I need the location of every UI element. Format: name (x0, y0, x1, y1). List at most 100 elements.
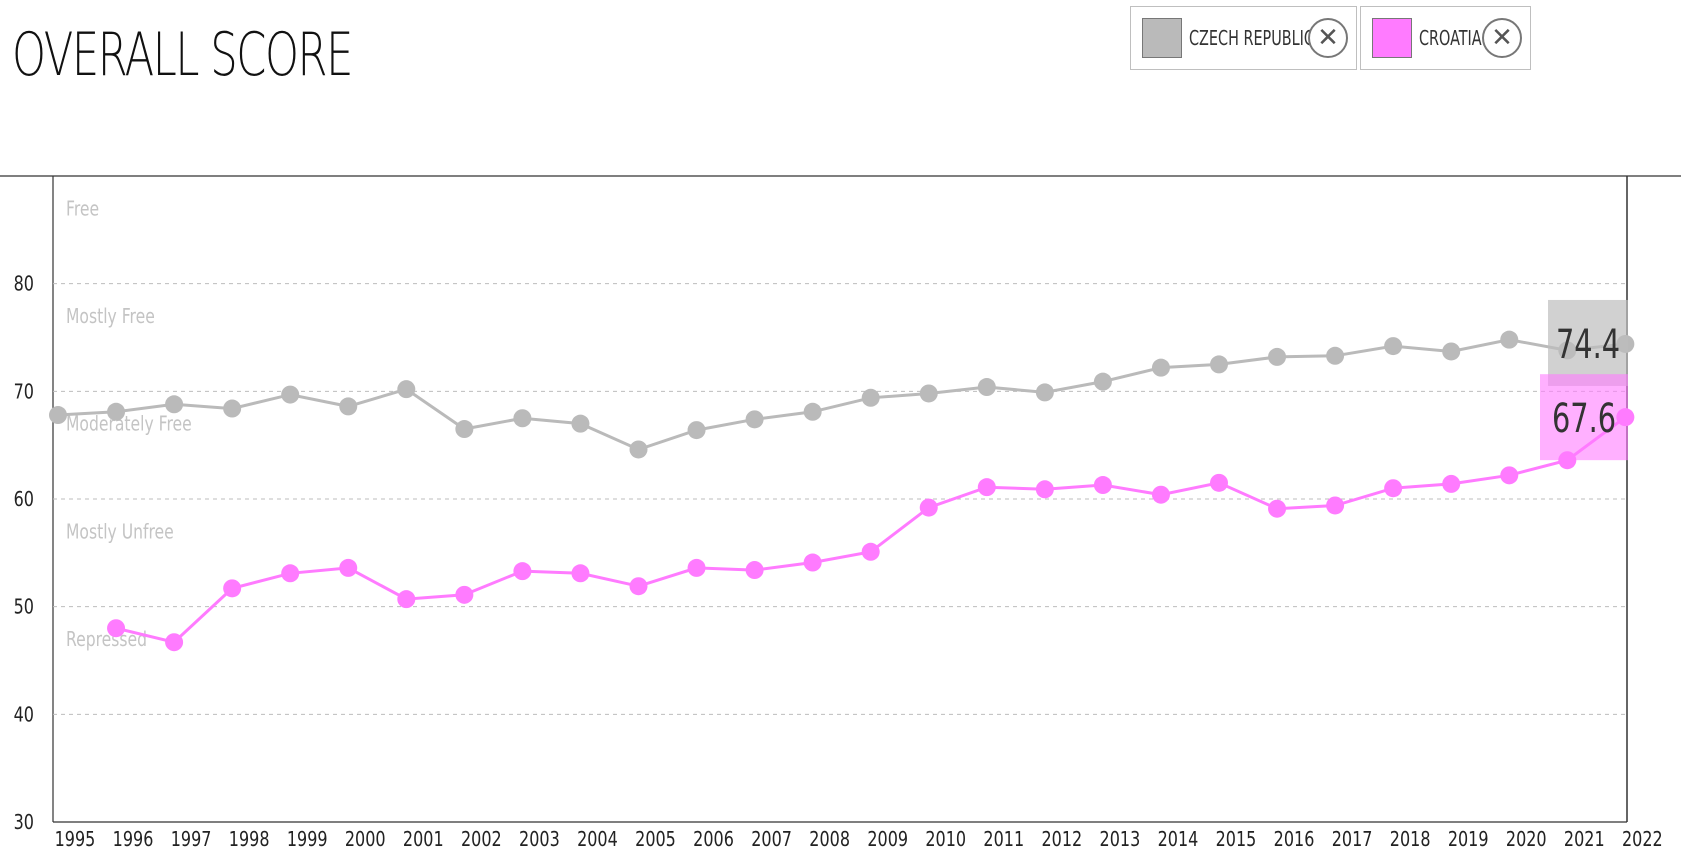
y-tick-label: 80 (14, 273, 34, 296)
y-tick-label: 40 (14, 704, 34, 727)
data-point-croatia (455, 585, 474, 604)
data-point-czech-republic (165, 395, 184, 414)
close-icon[interactable]: ✕ (1308, 18, 1348, 58)
legend-swatch-croatia (1372, 18, 1412, 58)
data-point-croatia (1035, 480, 1054, 499)
data-point-croatia (223, 579, 242, 598)
data-point-czech-republic (1500, 330, 1519, 349)
data-point-croatia (1384, 479, 1403, 498)
value-badge-croatia (1540, 374, 1628, 461)
data-point-czech-republic (513, 409, 532, 428)
x-tick-label: 1999 (287, 828, 328, 851)
x-tick-label: 2007 (751, 828, 792, 851)
zone-label: Mostly Unfree (66, 520, 174, 543)
data-point-croatia (1326, 496, 1345, 515)
legend-item-czech-republic[interactable]: CZECH REPUBLIC ✕ (1130, 6, 1357, 70)
data-point-czech-republic (687, 421, 706, 440)
x-tick-label: 2002 (461, 828, 502, 851)
data-point-croatia (919, 498, 938, 517)
data-point-czech-republic (1210, 355, 1228, 374)
data-point-czech-republic (745, 410, 764, 429)
data-point-croatia (861, 542, 880, 561)
legend-label-croatia: CROATIA (1419, 26, 1482, 50)
legend-swatch-czech-republic (1142, 18, 1182, 58)
x-tick-label: 1998 (229, 828, 270, 851)
data-point-czech-republic (1151, 358, 1170, 377)
x-tick-label: 2020 (1506, 828, 1547, 851)
y-tick-label: 60 (14, 488, 34, 511)
x-tick-label: 2015 (1216, 828, 1257, 851)
zone-label: Free (66, 197, 99, 220)
value-badge-label-czech-republic: 74.4 (1556, 322, 1620, 368)
data-point-czech-republic (107, 402, 126, 421)
data-point-croatia (107, 619, 126, 638)
data-point-croatia (1210, 473, 1228, 492)
data-point-croatia (629, 577, 648, 596)
data-point-czech-republic (1035, 383, 1054, 402)
data-point-czech-republic (397, 380, 416, 399)
x-tick-label: 2022 (1622, 828, 1663, 851)
zone-label: Repressed (66, 628, 147, 651)
data-point-czech-republic (861, 388, 880, 407)
close-icon[interactable]: ✕ (1482, 18, 1522, 58)
legend-item-croatia[interactable]: CROATIA ✕ (1360, 6, 1531, 70)
data-point-croatia (339, 558, 358, 577)
legend-label-czech-republic: CZECH REPUBLIC (1189, 26, 1314, 50)
zone-label: Moderately Free (66, 413, 192, 436)
data-point-czech-republic (919, 384, 938, 403)
data-point-croatia (1500, 466, 1519, 485)
data-point-croatia (397, 590, 416, 609)
data-point-croatia (1442, 474, 1461, 493)
x-tick-label: 2000 (345, 828, 386, 851)
y-tick-label: 70 (14, 381, 34, 404)
data-point-czech-republic (1326, 346, 1345, 365)
data-point-croatia (977, 478, 996, 497)
data-point-czech-republic (49, 406, 67, 425)
value-badge-label-croatia: 67.6 (1552, 397, 1616, 443)
x-tick-label: 2008 (809, 828, 850, 851)
x-tick-label: 2017 (1332, 828, 1373, 851)
data-point-croatia (1093, 476, 1112, 495)
data-point-czech-republic (1384, 337, 1403, 356)
data-point-croatia (803, 553, 822, 572)
series-line-croatia (115, 415, 1627, 644)
data-point-czech-republic (455, 420, 474, 439)
x-tick-label: 2001 (403, 828, 444, 851)
x-tick-label: 1996 (113, 828, 154, 851)
x-tick-label: 2019 (1448, 828, 1489, 851)
data-point-czech-republic (1093, 372, 1112, 391)
data-point-croatia (687, 558, 706, 577)
data-point-croatia (513, 562, 532, 581)
x-tick-label: 2016 (1274, 828, 1315, 851)
x-tick-label: 1995 (55, 828, 96, 851)
x-tick-label: 2014 (1158, 828, 1199, 851)
data-point-croatia (571, 564, 590, 583)
data-point-czech-republic (339, 397, 358, 416)
x-tick-label: 2013 (1100, 828, 1141, 851)
x-tick-label: 2021 (1564, 828, 1605, 851)
data-point-czech-republic (977, 378, 996, 397)
data-point-croatia (281, 564, 300, 583)
x-tick-label: 1997 (171, 828, 212, 851)
data-point-croatia (165, 633, 184, 652)
value-badge-czech-republic (1548, 299, 1628, 386)
data-point-czech-republic (629, 440, 648, 459)
x-tick-label: 2010 (925, 828, 966, 851)
data-point-czech-republic (1268, 347, 1287, 366)
x-tick-label: 2006 (693, 828, 734, 851)
series-line-czech-republic (57, 338, 1626, 452)
zone-label: Mostly Free (66, 305, 155, 328)
x-tick-label: 2003 (519, 828, 560, 851)
x-tick-label: 2005 (635, 828, 676, 851)
data-point-croatia (1268, 499, 1287, 518)
x-tick-label: 2018 (1390, 828, 1431, 851)
y-tick-label: 30 (14, 811, 34, 834)
x-tick-label: 2004 (577, 828, 618, 851)
y-tick-label: 50 (14, 596, 34, 619)
data-point-croatia (745, 561, 764, 580)
data-point-czech-republic (1442, 342, 1461, 361)
data-point-czech-republic (223, 399, 242, 418)
page-title: OVERALL SCORE (12, 20, 353, 90)
data-point-czech-republic (281, 385, 300, 404)
